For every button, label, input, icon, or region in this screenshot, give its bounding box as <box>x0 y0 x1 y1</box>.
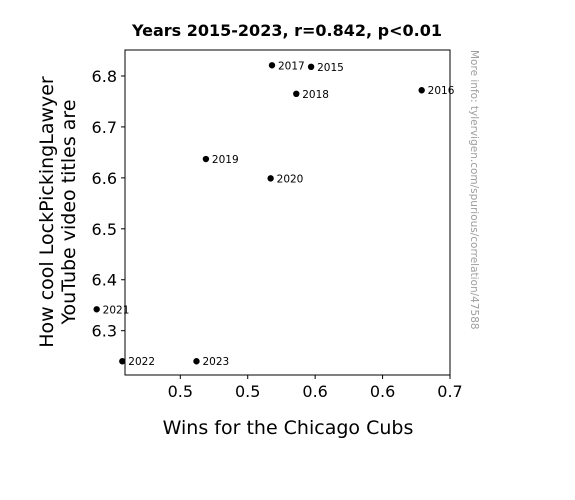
data-point-label: 2019 <box>212 154 239 166</box>
data-point <box>307 63 315 71</box>
data-point <box>202 155 210 163</box>
data-point <box>268 62 276 69</box>
data-point-label: 2016 <box>428 85 455 97</box>
data-point <box>293 90 300 98</box>
plot-area <box>124 49 451 376</box>
source-note-text: More info: tylervigen.com/spurious/corre… <box>468 50 480 330</box>
y-tick-label: 6.3 <box>92 322 117 341</box>
data-point-label: 2023 <box>202 356 229 368</box>
y-axis-label-line-2: YouTube video titles are <box>58 99 80 325</box>
x-tick-label: 0.6 <box>370 382 395 401</box>
data-point <box>193 358 200 365</box>
chart-title: Years 2015-2023, r=0.842, p<0.01 <box>131 21 442 40</box>
y-tick-label: 6.8 <box>92 67 117 86</box>
y-axis: 6.3 6.4 6.5 6.6 6.7 6.8 <box>92 67 125 341</box>
data-point-label: 2018 <box>302 89 329 101</box>
y-axis-label: How cool LockPickingLawyer YouTube video… <box>36 76 80 348</box>
data-point-label: 2022 <box>128 356 155 368</box>
x-tick-label: 0.6 <box>302 382 327 401</box>
x-axis-label: Wins for the Chicago Cubs <box>163 417 414 439</box>
data-point-label: 2021 <box>103 304 130 316</box>
x-tick-label: 0.7 <box>437 382 462 401</box>
x-axis: 0.5 0.5 0.6 0.6 0.7 <box>168 375 463 401</box>
data-point <box>119 358 126 365</box>
data-points: 2015 2016 2017 2018 2019 2020 2021 2022 2023 <box>93 60 455 368</box>
data-point-label: 2015 <box>317 62 344 74</box>
data-point <box>93 306 100 313</box>
data-point <box>418 87 425 94</box>
y-tick-label: 6.6 <box>92 169 117 188</box>
y-tick-label: 6.4 <box>92 271 117 290</box>
y-tick-label: 6.5 <box>92 220 117 239</box>
data-point-label: 2017 <box>278 60 305 72</box>
y-axis-label-line-1: How cool LockPickingLawyer <box>36 76 58 348</box>
x-tick-label: 0.5 <box>235 382 260 401</box>
x-tick-label: 0.5 <box>168 382 193 401</box>
source-note: More info: tylervigen.com/spurious/corre… <box>468 50 480 330</box>
data-point <box>267 175 274 182</box>
y-tick-label: 6.7 <box>92 118 117 137</box>
data-point-label: 2020 <box>277 173 304 185</box>
